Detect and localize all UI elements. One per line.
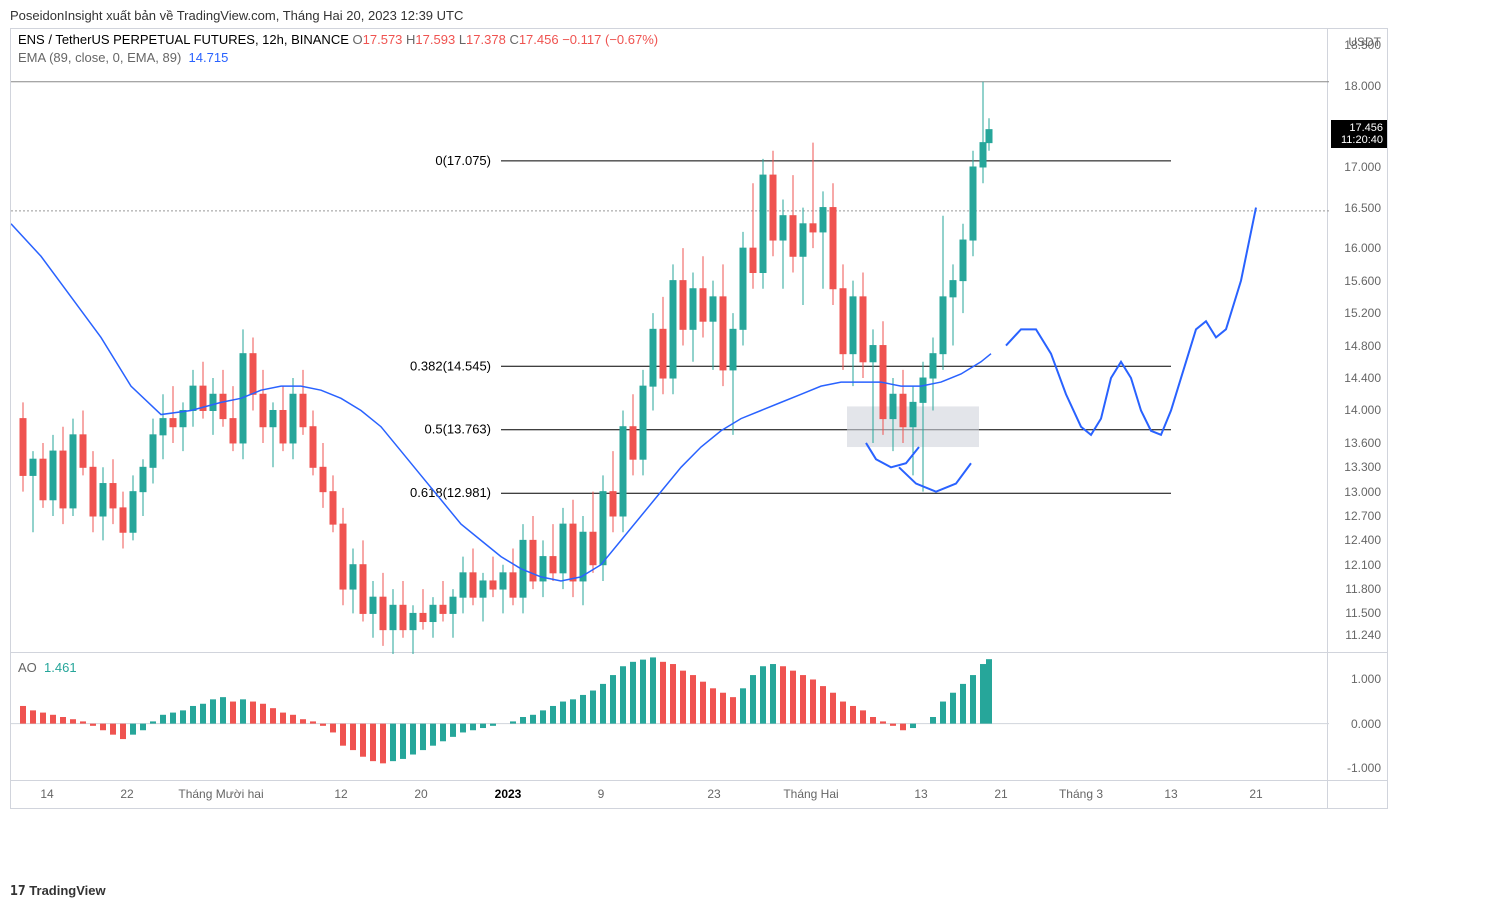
price-tick: 14.400 xyxy=(1344,371,1381,385)
price-tick: 15.600 xyxy=(1344,274,1381,288)
price-tick: 12.100 xyxy=(1344,558,1381,572)
time-axis[interactable]: 14 22 Tháng Mười hai 12 20 2023 9 23 Tháng Hai 13… xyxy=(10,781,1328,809)
time-tick: Tháng Mười hai xyxy=(178,787,263,801)
time-tick: 23 xyxy=(707,787,720,801)
price-tick: 11.240 xyxy=(1345,628,1381,642)
time-tick: 22 xyxy=(120,787,133,801)
price-tick: 11.500 xyxy=(1345,606,1381,620)
price-tick: 14.000 xyxy=(1344,403,1381,417)
svg-text:0.5(13.763): 0.5(13.763) xyxy=(425,422,492,437)
price-tick: 15.200 xyxy=(1344,306,1381,320)
ao-tick: 1.000 xyxy=(1351,672,1381,686)
price-tick: 12.400 xyxy=(1344,533,1381,547)
publish-header: PoseidonInsight xuất bản về TradingView.… xyxy=(10,8,463,23)
time-tick: 13 xyxy=(1164,787,1177,801)
tradingview-logo: 17 TradingView xyxy=(10,883,106,899)
price-tick: 18.000 xyxy=(1344,79,1381,93)
ao-tick: 0.000 xyxy=(1351,717,1381,731)
axis-corner xyxy=(1328,781,1388,809)
price-tick: 14.800 xyxy=(1344,339,1381,353)
ao-tick: -1.000 xyxy=(1347,761,1381,775)
svg-text:0.618(12.981): 0.618(12.981) xyxy=(410,485,491,500)
price-tick: 18.500 xyxy=(1344,38,1381,52)
time-tick: Tháng Hai xyxy=(783,787,838,801)
svg-text:0(17.075): 0(17.075) xyxy=(435,153,491,168)
price-tick: 17.000 xyxy=(1344,160,1381,174)
current-price-tag: 17.45611:20:40 xyxy=(1331,120,1387,148)
price-axis[interactable]: USDT 18.50018.00017.00016.50016.00015.60… xyxy=(1328,28,1388,653)
time-tick: 14 xyxy=(40,787,53,801)
time-tick: 12 xyxy=(334,787,347,801)
price-tick: 11.800 xyxy=(1345,582,1381,596)
ao-indicator-label: AO 1.461 xyxy=(18,660,77,675)
time-tick: 13 xyxy=(914,787,927,801)
time-tick: 21 xyxy=(994,787,1007,801)
time-tick: 9 xyxy=(598,787,605,801)
price-tick: 12.700 xyxy=(1344,509,1381,523)
price-tick: 13.600 xyxy=(1344,436,1381,450)
time-tick: 21 xyxy=(1249,787,1262,801)
ao-oscillator-panel[interactable] xyxy=(10,653,1328,781)
price-tick: 13.000 xyxy=(1344,485,1381,499)
svg-text:0.382(14.545): 0.382(14.545) xyxy=(410,358,491,373)
time-tick: 20 xyxy=(414,787,427,801)
time-tick: 2023 xyxy=(495,787,522,801)
price-tick: 16.000 xyxy=(1344,241,1381,255)
price-chart[interactable]: 0(17.075) 0.382(14.545) 0.5(13.763) 0.618(1… xyxy=(10,28,1328,653)
price-tick: 16.500 xyxy=(1344,201,1381,215)
ao-axis[interactable]: 1.000 0.000 -1.000 xyxy=(1328,653,1388,781)
time-tick: Tháng 3 xyxy=(1059,787,1103,801)
price-tick: 13.300 xyxy=(1344,460,1381,474)
